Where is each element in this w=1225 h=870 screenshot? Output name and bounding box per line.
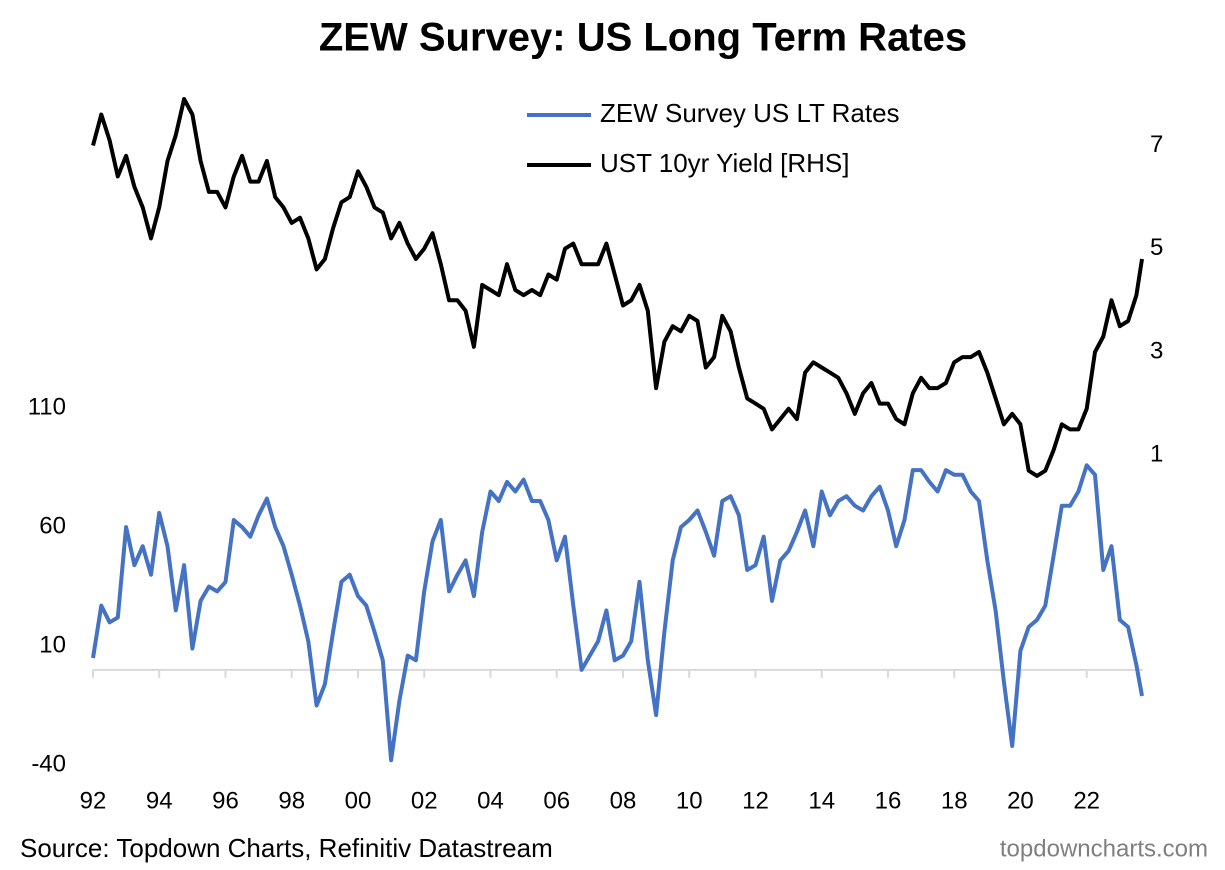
series-line <box>91 97 1144 478</box>
y-tick-label: 60 <box>39 512 66 539</box>
x-tick-label: 12 <box>742 787 769 814</box>
credit: topdowncharts.com <box>1000 835 1208 862</box>
legend-label: UST 10yr Yield [RHS] <box>600 148 850 178</box>
x-tick-label: 14 <box>808 787 835 814</box>
chart-title: ZEW Survey: US Long Term Rates <box>319 16 967 60</box>
series-line <box>91 463 1144 763</box>
x-tick-label: 22 <box>1073 787 1100 814</box>
y-tick-label: 10 <box>39 631 66 658</box>
x-tick-label: 06 <box>543 787 570 814</box>
x-tick-label: 00 <box>345 787 372 814</box>
x-tick-label: 08 <box>610 787 637 814</box>
source-note: Source: Topdown Charts, Refinitiv Datast… <box>20 833 553 863</box>
x-tick-label: 18 <box>941 787 968 814</box>
x-tick-label: 10 <box>676 787 703 814</box>
x-tick-label: 16 <box>875 787 902 814</box>
y-tick-label: 110 <box>28 394 66 421</box>
y2-tick-label: 7 <box>1150 131 1163 158</box>
x-tick-label: 20 <box>1007 787 1034 814</box>
x-tick-label: 92 <box>80 787 107 814</box>
x-tick-label: 96 <box>212 787 239 814</box>
y-tick-label: -40 <box>31 750 66 777</box>
x-tick-label: 04 <box>477 787 504 814</box>
y2-tick-label: 5 <box>1150 234 1163 261</box>
x-tick-label: 02 <box>411 787 438 814</box>
x-tick-label: 94 <box>146 787 173 814</box>
y2-tick-label: 1 <box>1150 441 1163 468</box>
legend-label: ZEW Survey US LT Rates <box>600 98 900 128</box>
y2-tick-label: 3 <box>1150 337 1163 364</box>
x-tick-label: 98 <box>278 787 305 814</box>
